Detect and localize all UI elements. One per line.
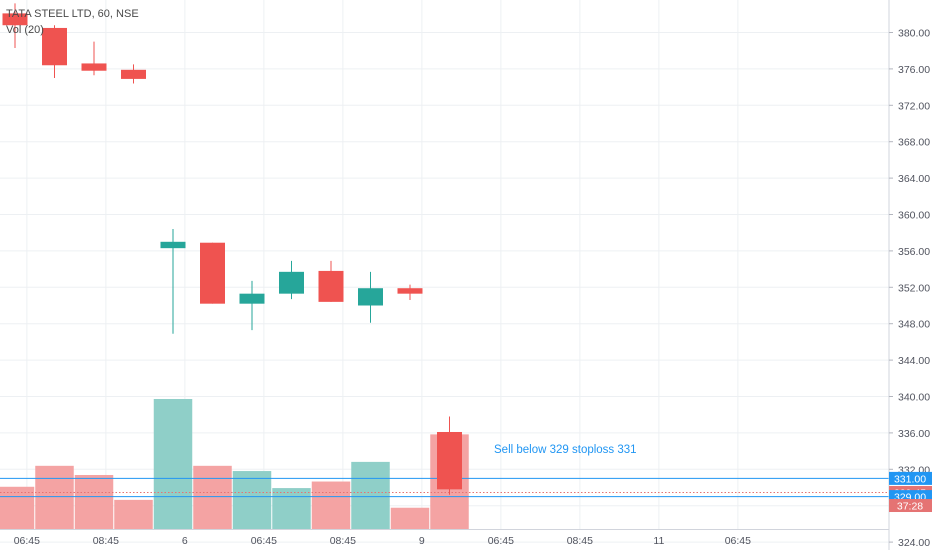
chart-annotations: Sell below 329 stoploss 331 [494,444,637,456]
candle[interactable] [397,288,423,294]
y-tick-label: 372.00 [898,100,930,112]
y-tick-label: 348.00 [898,319,930,331]
y-tick-label: 360.00 [898,210,930,222]
price-candles[interactable] [2,3,463,495]
candle[interactable] [358,288,383,306]
x-tick-label: 08:45 [567,535,593,547]
countdown-label: 37:28 [897,501,923,513]
volume-bar [351,461,390,530]
y-tick-label: 376.00 [898,64,930,76]
x-tick-label: 11 [653,535,664,547]
y-tick-label: 336.00 [898,428,930,440]
candle[interactable] [279,271,304,294]
x-tick-label: 06:45 [14,535,40,547]
volume-bar [35,465,74,530]
volume-bar [390,507,430,530]
y-tick-label: 344.00 [898,355,930,367]
x-tick-label: 06:45 [488,535,514,547]
volume-bar [193,465,232,530]
volume-indicator-label[interactable]: Vol (20) [6,24,44,36]
candle[interactable] [437,431,462,490]
candle[interactable] [318,270,344,302]
x-axis-ticks: 06:45 08:45 6 06:45 08:45 9 06:45 08:45 11 06:45 [14,535,751,547]
volume-bar [311,481,351,530]
y-tick-label: 324.00 [898,537,930,549]
y-tick-label: 368.00 [898,137,930,149]
chart-legend: TATA STEEL LTD, 60, NSE Vol (20) [6,6,139,38]
volume-bars [0,399,469,530]
x-tick-label: 06:45 [725,535,751,547]
volume-bar [0,486,35,530]
candle[interactable] [2,13,28,26]
candle[interactable] [200,242,225,304]
volume-bar [272,488,311,530]
annotation-text[interactable]: Sell below 329 stoploss 331 [494,444,637,456]
volume-bar [74,474,114,530]
y-axis-ticks: 324.00328.00332.00336.00340.00344.00348.… [889,0,930,549]
y-tick-label: 380.00 [898,28,930,40]
x-tick-label: 08:45 [93,535,119,547]
price-label-box [889,471,932,485]
candle[interactable] [121,69,146,79]
candle[interactable] [239,293,265,304]
y-tick-label: 340.00 [898,392,930,404]
x-tick-label: 9 [419,535,425,547]
grid-lines [0,0,889,543]
y-tick-label: 364.00 [898,173,930,185]
volume-bar [153,399,193,530]
countdown-label-box [889,499,932,513]
volume-bar [232,471,272,530]
volume-bar [114,499,153,530]
candle[interactable] [42,27,67,66]
candle[interactable] [81,63,107,71]
candle[interactable] [160,241,186,249]
y-tick-label: 356.00 [898,246,930,258]
x-tick-label: 6 [182,535,188,547]
y-tick-label: 352.00 [898,282,930,294]
x-tick-label: 08:45 [330,535,356,547]
price-label-text: 331.00 [894,473,926,485]
y-tick-label: 384.00 [898,0,930,3]
symbol-title[interactable]: TATA STEEL LTD, 60, NSE [6,8,139,20]
x-tick-label: 06:45 [251,535,277,547]
